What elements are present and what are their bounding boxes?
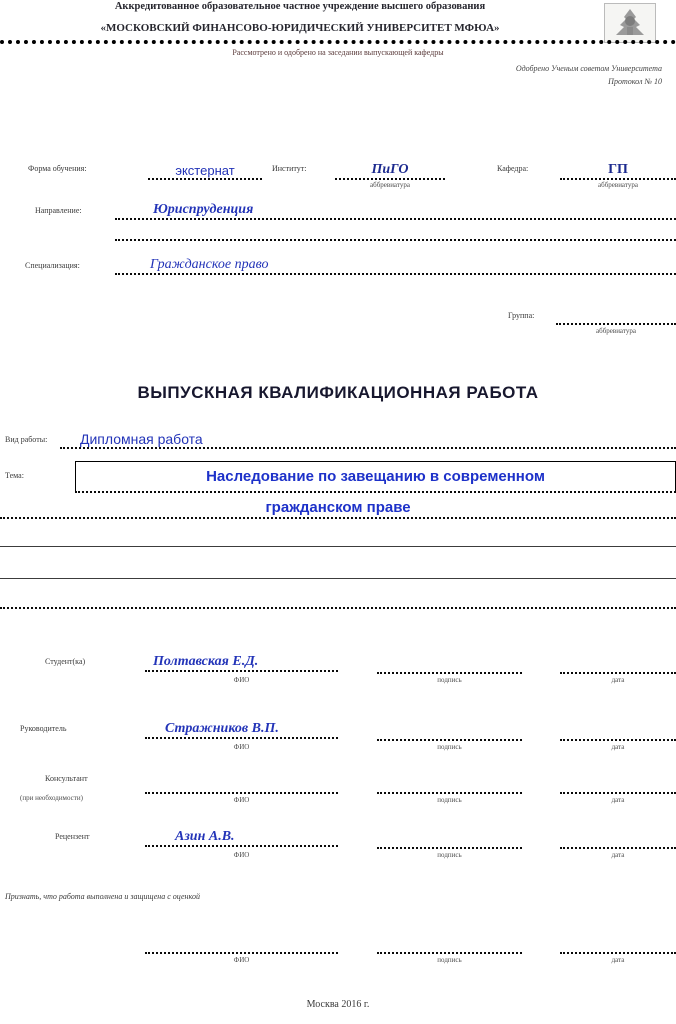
consultant-date-field xyxy=(560,768,676,794)
direction-field: Юриспруденция xyxy=(115,200,676,220)
consultant-name-field xyxy=(145,768,338,794)
student-sign-sublabel: подпись xyxy=(437,676,462,684)
study-form-value: экстернат xyxy=(175,163,235,178)
consultant-label: Консультант xyxy=(45,774,88,783)
theme-blank-line-2 xyxy=(0,546,676,547)
supervisor-name-field: Стражников В.П. xyxy=(145,715,338,739)
group-abbr-sublabel: аббревиатура xyxy=(596,327,636,335)
commission-signature-field xyxy=(377,928,522,954)
reviewer-label: Рецензент xyxy=(55,832,90,841)
theme-blank-line-4 xyxy=(0,607,676,609)
work-type-value: Дипломная работа xyxy=(80,431,203,447)
supervisor-sign-sublabel: подпись xyxy=(437,743,462,751)
org-name-line2: «МОСКОВСКИЙ ФИНАНСОВО-ЮРИДИЧЕСКИЙ УНИВЕР… xyxy=(100,22,500,34)
student-signature-field xyxy=(377,648,522,674)
reviewer-name: Азин А.В. xyxy=(175,829,235,844)
direction-value: Юриспруденция xyxy=(153,202,254,217)
student-name: Полтавская Е.Д. xyxy=(153,654,259,669)
resolution-text: Признать, что работа выполнена и защищен… xyxy=(5,892,200,901)
consultant-label-line2: (при необходимости) xyxy=(20,794,83,802)
institute-field: ПиГО xyxy=(335,158,445,180)
supervisor-date-field xyxy=(560,715,676,741)
theme-line2: гражданском праве xyxy=(265,499,411,516)
student-date-field xyxy=(560,648,676,674)
supervisor-label: Руководитель xyxy=(20,724,67,733)
study-form-label: Форма обучения: xyxy=(28,164,87,173)
student-date-sublabel: дата xyxy=(611,676,625,684)
institute-abbr-sublabel: аббревиатура xyxy=(370,181,410,189)
commission-fio-field xyxy=(145,928,338,954)
reviewer-sign-sublabel: подпись xyxy=(437,851,462,859)
page-title: ВЫПУСКНАЯ КВАЛИФИКАЦИОННАЯ РАБОТА xyxy=(137,383,539,402)
work-type-label: Вид работы: xyxy=(5,435,48,444)
supervisor-signature-field xyxy=(377,715,522,741)
right-note-line1: Одобрено Ученым советом Университета xyxy=(515,64,662,73)
study-form-field: экстернат xyxy=(148,158,262,180)
theme-blank-line-1 xyxy=(0,517,676,519)
specialization-label: Специализация: xyxy=(25,261,80,270)
consultant-signature-field xyxy=(377,768,522,794)
direction-blank-line xyxy=(115,239,676,241)
student-fio-sublabel: ФИО xyxy=(233,676,250,684)
group-field xyxy=(556,305,676,325)
commission-fio-sublabel: ФИО xyxy=(233,956,250,964)
city-year: Москва 2016 г. xyxy=(306,999,370,1010)
department-abbr-sublabel: аббревиатура xyxy=(598,181,638,189)
department-value: ГП xyxy=(608,162,628,177)
right-note-line2: Протокол № 10 xyxy=(608,77,662,86)
header-divider xyxy=(0,40,676,44)
consultant-sign-sublabel: подпись xyxy=(437,796,462,804)
commission-date-field xyxy=(560,928,676,954)
department-label: Кафедра: xyxy=(497,164,529,173)
supervisor-date-sublabel: дата xyxy=(611,743,625,751)
reviewer-date-sublabel: дата xyxy=(611,851,625,859)
reviewer-fio-sublabel: ФИО xyxy=(233,851,250,859)
work-type-field: Дипломная работа xyxy=(60,428,676,449)
specialization-value: Гражданское право xyxy=(150,257,269,272)
consultant-date-sublabel: дата xyxy=(611,796,625,804)
commission-date-sublabel: дата xyxy=(611,956,625,964)
org-name-line1: Аккредитованное образовательное частное … xyxy=(114,1,486,12)
supervisor-name: Стражников В.П. xyxy=(165,721,279,736)
student-name-field: Полтавская Е.Д. xyxy=(145,648,338,672)
theme-line1: Наследование по завещанию в современном xyxy=(206,468,545,485)
university-logo xyxy=(604,3,656,43)
direction-label: Направление: xyxy=(35,206,82,215)
department-field: ГП xyxy=(560,158,676,180)
theme-label: Тема: xyxy=(5,471,24,480)
group-label: Группа: xyxy=(508,311,535,320)
reviewer-name-field: Азин А.В. xyxy=(145,823,338,847)
supervisor-fio-sublabel: ФИО xyxy=(233,743,250,751)
commission-sign-sublabel: подпись xyxy=(437,956,462,964)
institute-value: ПиГО xyxy=(371,162,409,177)
theme-line1-box: Наследование по завещанию в современном xyxy=(75,461,676,493)
theme-blank-line-3 xyxy=(0,578,676,579)
reviewer-signature-field xyxy=(377,823,522,849)
student-label: Студент(ка) xyxy=(45,657,86,666)
reviewer-date-field xyxy=(560,823,676,849)
specialization-field: Гражданское право xyxy=(115,255,676,275)
dept-approval-line: Рассмотрено и одобрено на заседании выпу… xyxy=(232,48,444,57)
consultant-fio-sublabel: ФИО xyxy=(233,796,250,804)
institute-label: Институт: xyxy=(272,164,307,173)
university-emblem-icon xyxy=(616,9,644,35)
